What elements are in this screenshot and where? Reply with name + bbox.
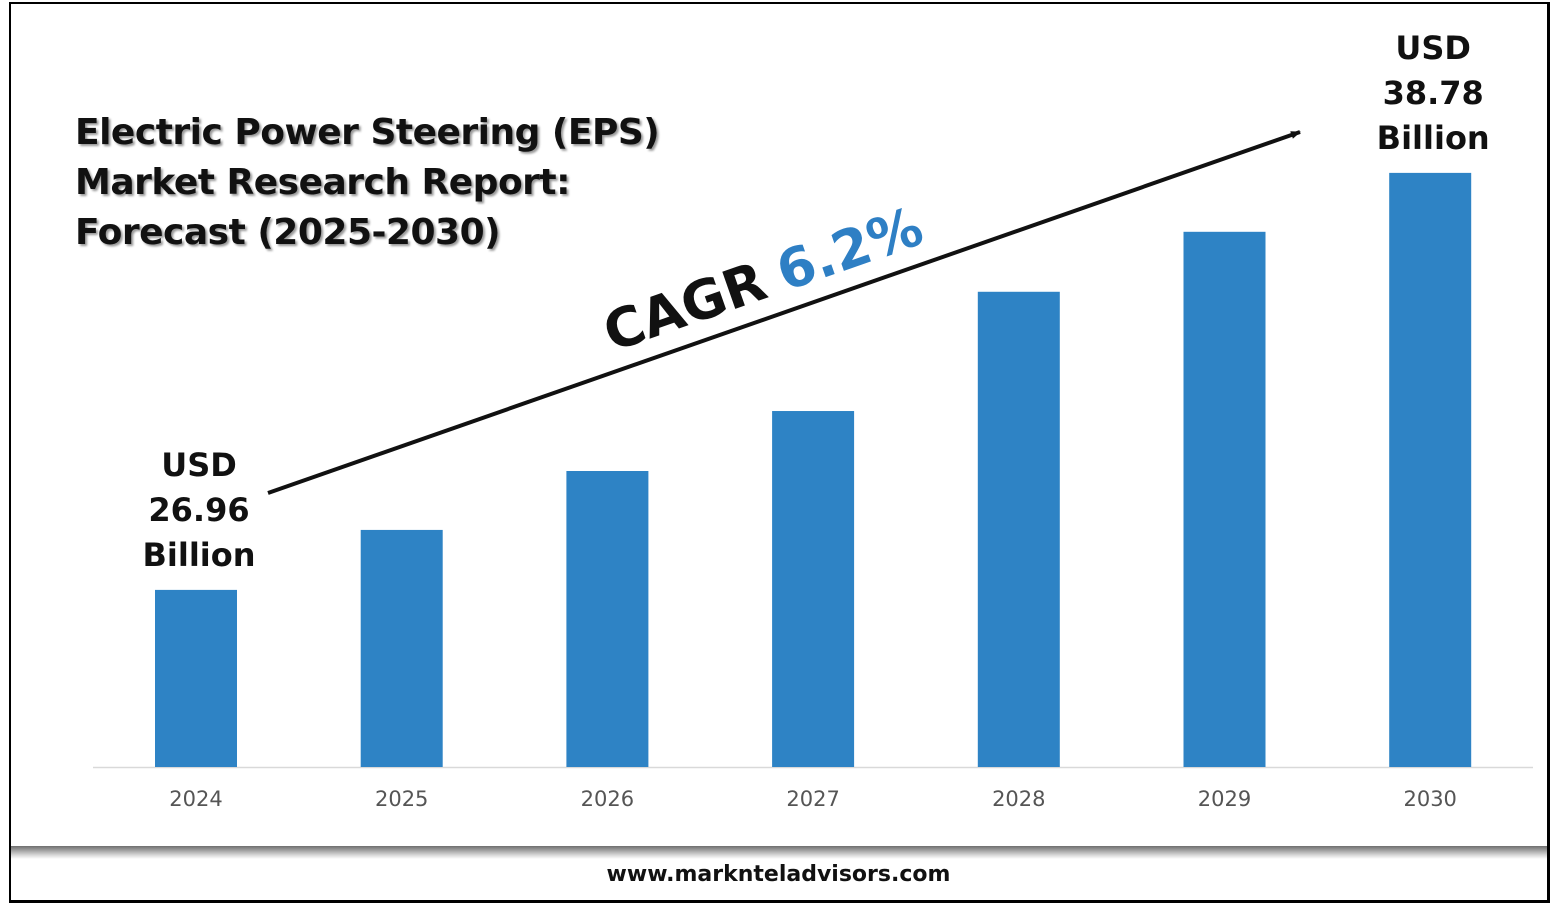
x-tick-label: 2030 <box>1403 787 1456 811</box>
data-label: 38.78 <box>1383 74 1484 112</box>
x-tick-label: 2027 <box>786 787 839 811</box>
chart-title: Electric Power Steering (EPS) Market Res… <box>75 108 660 258</box>
data-label: USD <box>161 446 237 484</box>
data-label: Billion <box>1377 119 1490 157</box>
cagr-value: 6.2% <box>768 195 930 304</box>
data-label: 26.96 <box>148 491 249 529</box>
bar-2027 <box>772 411 855 767</box>
title-line: Electric Power Steering (EPS) <box>75 112 660 153</box>
bar-2030 <box>1389 172 1472 768</box>
bar-2025 <box>360 529 443 767</box>
data-label: USD <box>1395 29 1471 67</box>
x-tick-label: 2028 <box>992 787 1045 811</box>
footer-divider <box>11 846 1547 859</box>
bar-2026 <box>566 471 649 767</box>
data-label: Billion <box>142 536 255 574</box>
chart-frame <box>9 2 1550 903</box>
x-tick-label: 2025 <box>375 787 428 811</box>
growth-arrow <box>267 130 1301 495</box>
bar-2028 <box>977 291 1060 767</box>
x-tick-label: 2024 <box>169 787 222 811</box>
footer-url: www.marknteladvisors.com <box>606 862 951 887</box>
title-line: Market Research Report: <box>75 162 571 203</box>
x-tick-label: 2029 <box>1198 787 1251 811</box>
bar-2024 <box>155 589 237 767</box>
bar-2029 <box>1183 231 1266 768</box>
title-line: Forecast (2025-2030) <box>75 212 501 253</box>
x-tick-label: 2026 <box>581 787 634 811</box>
